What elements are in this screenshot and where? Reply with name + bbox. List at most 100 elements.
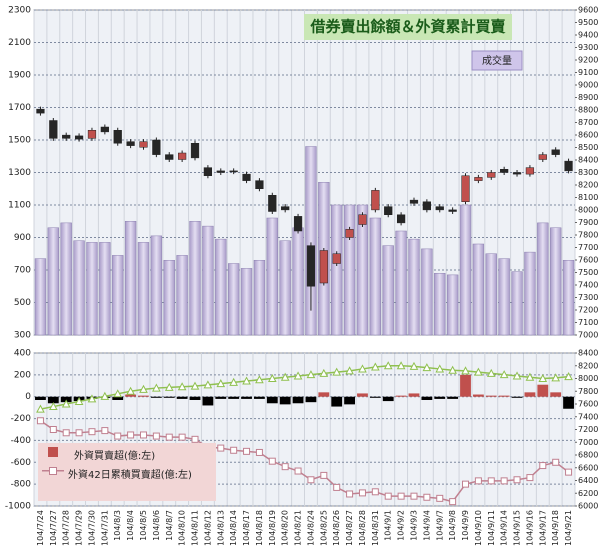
y2-tick-label: 7000 [578,438,598,447]
candle-body [371,190,380,211]
candle-body [74,135,84,140]
net-buy-bar [189,396,201,400]
line-marker [423,493,431,501]
x-tick-label: 104/7/30 [87,510,96,546]
x-tick-label: 104/7/24 [36,510,45,546]
line-marker [217,444,225,452]
y2-tick-label: 8400 [578,349,598,358]
candle-body [190,143,200,159]
net-buy-bar [202,396,214,406]
candle-body [332,253,341,264]
candle-body [49,120,58,139]
volume-bar [189,221,201,336]
x-tick-label: 104/7/31 [100,510,109,546]
line-marker [371,488,379,496]
net-buy-bar [163,396,175,398]
y-tick-label: -1000 [5,502,31,512]
x-tick-label: 104/9/9 [461,510,470,541]
net-buy-bar [344,396,355,405]
line-marker [333,483,341,491]
x-tick-label: 104/8/28 [358,510,367,546]
line-marker [230,446,238,454]
y2-tick-label: 6000 [578,502,598,511]
y2-tick-label: 8900 [578,93,598,102]
line-marker [152,432,160,440]
net-buy-bar [292,396,304,404]
candle-body [422,201,431,211]
line-marker [539,462,547,470]
volume-bar [73,240,85,336]
line-marker [565,468,573,476]
candle-body [564,160,573,172]
candle-body [306,245,316,287]
line-marker [152,383,161,392]
line-marker [552,458,560,466]
line-marker [87,394,97,403]
legend-label: 外資42日累積買賣超(億:左) [68,470,192,481]
x-tick-label: 104/8/7 [165,510,174,541]
legend-item: 外資買賣超(億:左) [42,447,212,462]
x-tick-label: 104/8/5 [139,510,148,541]
net-buy-bar [369,396,381,398]
volume-bar [369,217,382,336]
candle-body [384,206,393,215]
chart-title: 借券賣出餘額＆外資累計買賣 [309,18,506,36]
line-marker [62,429,70,437]
x-tick-label: 104/9/15 [513,510,522,546]
net-buy-bar [408,393,420,397]
net-buy-bar [357,393,368,397]
net-buy-bar [511,396,523,398]
x-tick-label: 104/8/18 [255,510,264,546]
line-marker [255,375,264,384]
volume-bar [266,217,278,336]
line-marker [461,366,470,375]
net-buy-bar [35,396,46,400]
line-marker [191,435,199,443]
line-marker [397,492,405,500]
y2-tick-label: 8800 [578,106,598,115]
volume-bar [227,263,240,336]
candle-body [448,209,457,212]
volume-bar [331,204,343,336]
line-marker [513,476,521,484]
volume-bar [163,260,175,336]
candle-body [152,139,161,155]
candle-body [36,108,45,114]
net-buy-bar [150,396,162,398]
line-marker [61,399,71,408]
y2-tick-label: 8100 [578,193,598,202]
x-tick-label: 104/8/25 [319,510,328,546]
legend: 外資買賣超(億:左) 外資42日累積買賣超(億:左) [38,443,216,501]
y2-tick-label: 8400 [578,156,598,165]
line-marker [280,372,290,381]
line-marker [346,490,354,498]
candle-body [268,195,277,212]
y-tick-label: 0 [25,392,31,402]
volume-label-box [471,50,523,71]
line-marker [101,427,109,435]
volume-bar [434,273,446,336]
y2-tick-label: 9600 [578,6,598,15]
net-buy-bar [537,384,549,397]
volume-bar [240,268,253,336]
line-marker [36,404,45,413]
volume-bar [562,260,575,336]
net-buy-bar [563,396,574,409]
candle-body [396,214,406,224]
volume-bar [279,240,291,336]
volume-bar [511,271,523,336]
x-tick-label: 104/8/20 [281,510,290,546]
volume-bar [382,245,394,336]
candle-body [255,180,264,189]
x-tick-label: 104/9/10 [474,510,483,546]
x-tick-label: 104/9/11 [487,510,496,546]
candle-body [525,167,535,175]
y2-tick-label: 6200 [578,489,598,498]
x-tick-label: 104/8/12 [203,510,212,546]
x-tick-label: 104/7/27 [49,510,58,546]
line-marker [306,370,316,379]
candle-body [87,130,97,139]
net-buy-bar [382,396,394,402]
line-marker [229,377,238,386]
net-buy-bar [472,394,484,397]
